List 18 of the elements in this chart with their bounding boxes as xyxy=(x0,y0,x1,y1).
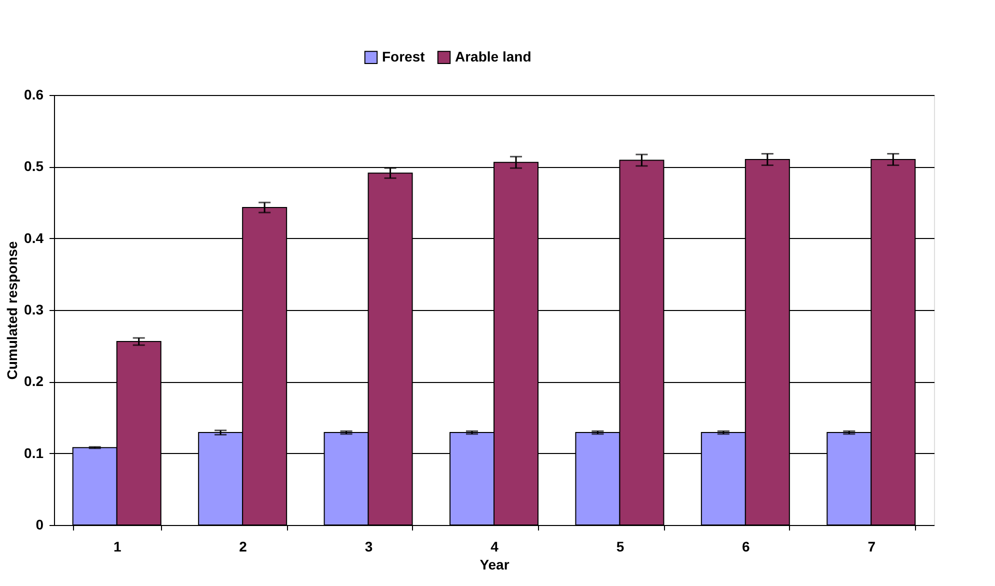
x-tick-label: 2 xyxy=(239,538,248,554)
legend-label: Arable land xyxy=(455,48,532,64)
y-tick-label: 0.5 xyxy=(24,158,44,174)
x-tick-label: 3 xyxy=(364,538,373,554)
x-tick-label: 4 xyxy=(490,538,499,554)
y-tick-label: 0 xyxy=(36,516,44,532)
x-tick-label: 1 xyxy=(113,538,122,554)
y-tick-label: 0.1 xyxy=(24,444,44,461)
x-tick-label: 7 xyxy=(868,538,876,554)
y-tick-label: 0.3 xyxy=(24,302,44,318)
x-axis-title: Year xyxy=(480,556,510,572)
y-axis-title: Cumulated response xyxy=(4,241,20,380)
legend-label: Forest xyxy=(382,48,426,64)
x-tick-label: 6 xyxy=(742,538,750,554)
x-tick-label: 5 xyxy=(616,538,624,554)
y-tick-label: 0.2 xyxy=(24,373,44,390)
y-tick-label: 0.6 xyxy=(24,86,44,102)
y-tick-label: 0.4 xyxy=(24,230,44,246)
